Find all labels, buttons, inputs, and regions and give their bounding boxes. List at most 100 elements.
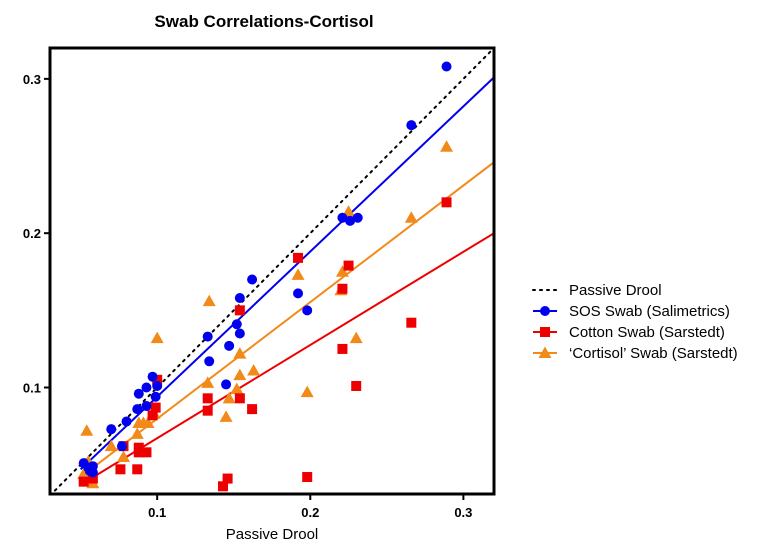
data-point (77, 467, 91, 479)
data-point (132, 404, 143, 415)
legend: Passive Drool SOS Swab (Salimetrics) Cotto… (532, 282, 738, 362)
data-point (147, 371, 158, 382)
data-point (202, 405, 213, 416)
data-point (87, 467, 98, 478)
data-point (201, 376, 215, 388)
data-point (293, 252, 304, 263)
data-point (351, 380, 362, 391)
data-point (152, 374, 163, 385)
data-point (335, 265, 349, 277)
data-point (115, 464, 126, 475)
x-tick-label: 0.2 (301, 505, 319, 520)
data-point (234, 293, 245, 304)
data-point (337, 283, 348, 294)
data-point (247, 364, 261, 376)
data-point (150, 331, 164, 344)
data-point (133, 388, 144, 399)
data-point (302, 472, 313, 483)
legend-item-cotton-swab-sarstedt: Cotton Swab (Sarstedt) (533, 324, 725, 341)
data-point (343, 260, 354, 271)
data-point (132, 416, 146, 429)
data-point (233, 368, 247, 381)
data-point (247, 274, 258, 285)
data-point (141, 401, 152, 412)
data-point (345, 215, 356, 226)
legend-item-sos-swab-salimetrics: SOS Swab (Salimetrics) (533, 303, 730, 320)
data-point (247, 404, 258, 415)
series-cortisol-swab-sarstedt (77, 140, 454, 489)
data-point (141, 382, 152, 393)
fit-line-cortisol-swab-sarstedt (80, 161, 494, 478)
fit-line-sos-swab-salimetrics (79, 76, 494, 471)
data-point (202, 393, 213, 404)
data-point (224, 340, 235, 351)
legend-label: Passive Drool (569, 282, 662, 299)
data-point (234, 328, 245, 339)
data-point (147, 410, 158, 421)
data-point (116, 450, 130, 462)
data-point (352, 212, 363, 223)
data-point (202, 331, 213, 342)
x-tick-label: 0.1 (148, 505, 166, 520)
data-point (219, 410, 233, 422)
legend-circle-icon (540, 306, 550, 316)
data-point (116, 441, 127, 452)
data-point (291, 268, 305, 280)
plot-area (50, 48, 494, 494)
data-point (202, 294, 216, 307)
data-point (234, 393, 245, 404)
data-point (222, 473, 233, 484)
data-point (337, 343, 348, 354)
fit-line-cotton-swab-sarstedt (80, 232, 494, 486)
data-point (152, 380, 163, 391)
legend-item-cortisol-swab-sarstedt: ‘Cortisol’ Swab (Sarstedt) (533, 345, 738, 362)
data-point (231, 319, 242, 330)
x-axis-label: Passive Drool (226, 526, 319, 543)
chart-title: Swab Correlations-Cortisol (154, 12, 373, 31)
data-point (106, 424, 117, 435)
data-point (130, 427, 144, 439)
data-point (406, 317, 417, 328)
data-point (204, 356, 215, 367)
data-point (221, 379, 232, 390)
data-point (80, 424, 94, 436)
legend-triangle-icon (538, 346, 552, 358)
plot-frame (48, 46, 496, 496)
identity-line-passive-drool (50, 48, 494, 494)
series-sos-swab-salimetrics (78, 61, 452, 478)
data-point (218, 481, 229, 492)
data-point (132, 464, 143, 475)
data-point (300, 385, 314, 398)
data-point (121, 416, 132, 427)
data-point (337, 212, 348, 223)
data-point (233, 347, 247, 359)
legend-item-passive-drool: Passive Drool (532, 282, 662, 299)
legend-label: ‘Cortisol’ Swab (Sarstedt) (569, 345, 738, 362)
data-point (87, 473, 98, 484)
data-point (78, 476, 89, 487)
y-tick-label: 0.1 (23, 381, 41, 396)
data-point (440, 140, 454, 152)
data-point (404, 211, 418, 223)
data-point (441, 197, 452, 208)
legend-square-icon (540, 327, 550, 337)
data-point (133, 447, 144, 458)
y-tick-label: 0.3 (23, 72, 41, 87)
data-point (441, 61, 452, 72)
legend-label: Cotton Swab (Sarstedt) (569, 324, 725, 341)
data-point (302, 305, 313, 316)
y-axis: 0.1 0.2 0.3 (23, 72, 50, 396)
data-point (234, 305, 245, 316)
data-point (150, 391, 161, 402)
data-point (293, 288, 304, 299)
series-cotton-swab-sarstedt (78, 197, 452, 492)
data-point (406, 120, 417, 131)
y-tick-label: 0.2 (23, 226, 41, 241)
data-point (222, 391, 236, 404)
data-point (141, 416, 155, 429)
data-point (150, 402, 161, 413)
x-tick-label: 0.3 (454, 505, 472, 520)
data-point (230, 382, 244, 395)
data-point (349, 331, 363, 344)
